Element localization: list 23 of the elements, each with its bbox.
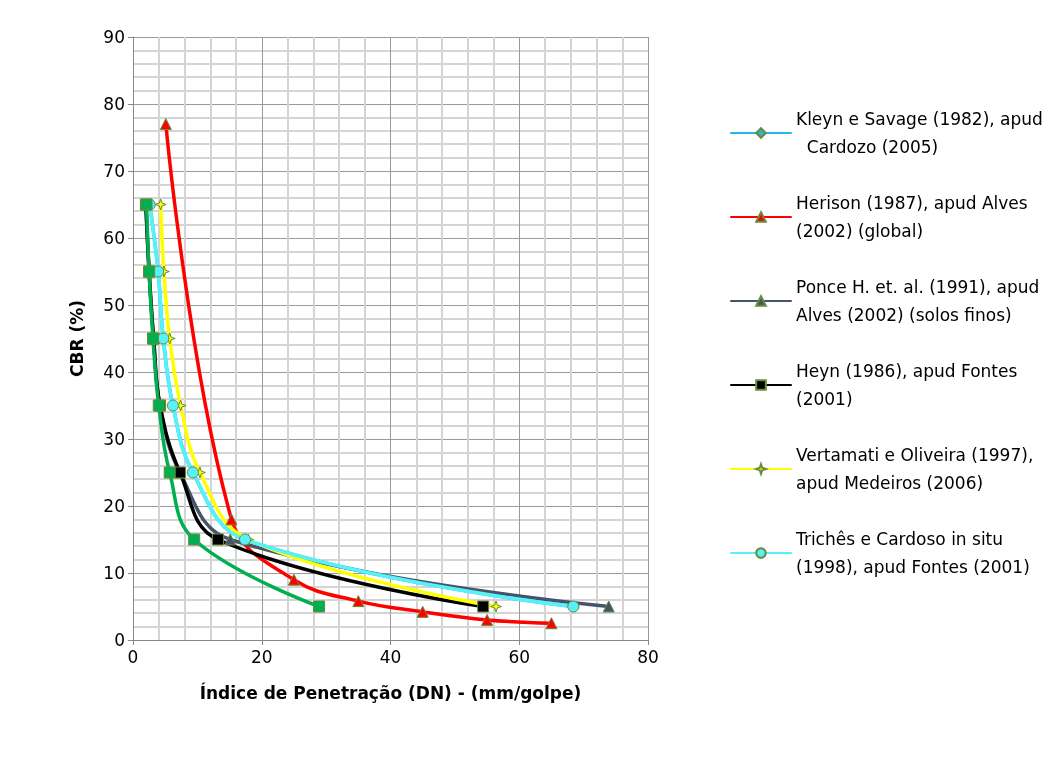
y-tick-label: 60 [103,228,125,248]
legend-label: Kleyn e Savage (1982), apud Cardozo (2005) [796,109,1043,157]
legend-label: Herison (1987), apud Alves (2002) (global) [796,193,1034,241]
y-axis-title: CBR (%) [66,299,87,378]
legend-label: Trichês e Cardoso in situ (1998), apud Fontes (2001) [795,529,1030,577]
legend-label: Heyn (1986), apud Fontes (2001) [796,361,1023,409]
y-tick-label: 50 [103,295,125,315]
y-tick-label: 30 [103,429,125,449]
x-axis-title: Índice de Penetração (DN) - (mm/golpe) [199,681,582,703]
x-tick-label: 0 [127,646,139,667]
y-tick-label: 40 [103,362,125,382]
legend-label: Ponce H. et. al. (1991), apud Alves (2002) (solos finos) [796,277,1045,325]
x-tick-label: 20 [250,646,273,667]
legend-label: Vertamati e Oliveira (1997), apud Medeiros (2006) [796,445,1039,493]
x-tick-label: 60 [508,646,531,667]
x-tick-label: 40 [379,646,402,667]
y-tick-label: 70 [103,161,125,181]
y-tick-label: 80 [103,94,125,114]
x-tick-label: 80 [637,646,659,667]
y-tick-label: 20 [103,496,125,516]
y-tick-label: 90 [103,27,125,47]
y-tick-label: 10 [103,563,125,583]
y-tick-label: 0 [114,630,125,650]
